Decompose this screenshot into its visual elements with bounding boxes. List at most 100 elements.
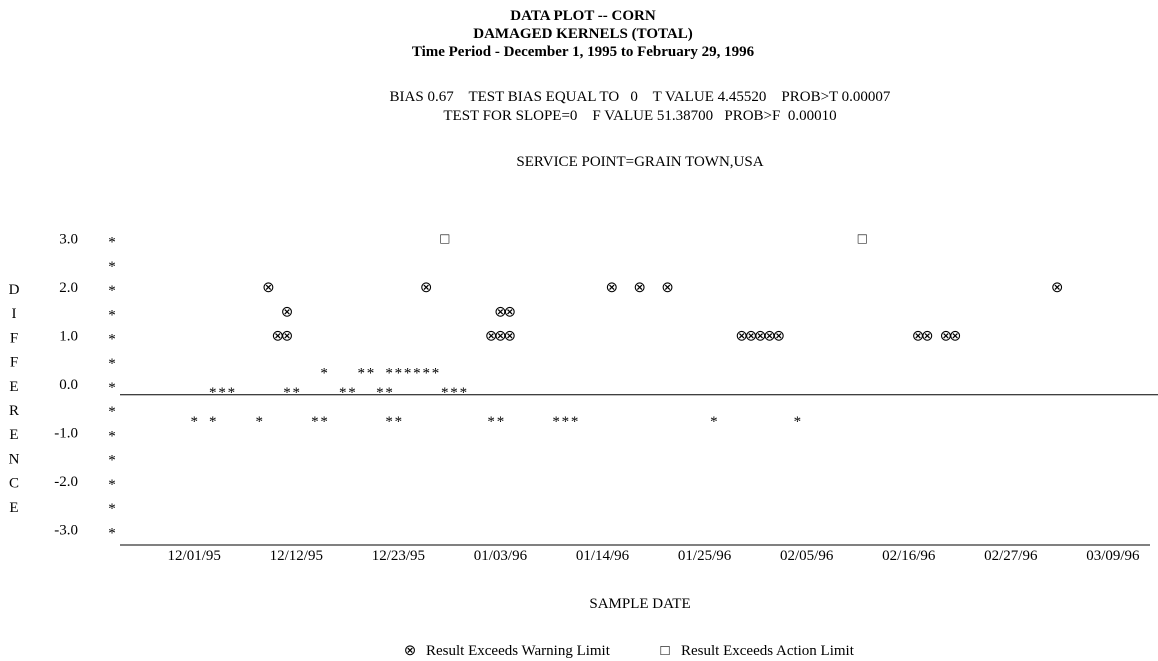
chart-subtitle: BIAS 0.67 TEST BIAS EQUAL TO 0 T VALUE 4… <box>390 89 891 105</box>
point: * <box>562 414 570 430</box>
point: * <box>367 365 375 381</box>
point: ⊗ <box>503 329 516 345</box>
point: ⊗ <box>485 329 498 345</box>
y-axis-label: F <box>10 355 18 371</box>
x-axis-label: SAMPLE DATE <box>589 596 690 612</box>
x-tick-label: 01/03/96 <box>474 548 528 564</box>
y-tick-mark: * <box>108 380 116 396</box>
x-tick-label: 12/12/95 <box>270 548 323 564</box>
y-minor-tick-mark: * <box>108 501 116 517</box>
y-tick-label: 3.0 <box>59 232 78 248</box>
point: * <box>311 414 319 430</box>
point: □ <box>858 232 867 248</box>
point: ⊗ <box>281 304 294 320</box>
point: ⊗ <box>606 280 619 296</box>
point: ⊗ <box>763 329 776 345</box>
chart-subtitle: SERVICE POINT=GRAIN TOWN,USA <box>516 154 763 170</box>
point: * <box>710 414 718 430</box>
legend-marker: □ <box>660 643 669 659</box>
point: * <box>358 365 366 381</box>
y-tick-mark: * <box>108 235 116 251</box>
legend-label: Result Exceeds Action Limit <box>681 643 855 659</box>
y-minor-tick-mark: * <box>108 404 116 420</box>
point: * <box>209 414 217 430</box>
point: * <box>794 414 802 430</box>
point: * <box>339 385 347 401</box>
y-tick-label: -2.0 <box>54 474 78 490</box>
point: * <box>432 365 440 381</box>
y-axis-label: F <box>10 330 18 346</box>
y-tick-mark: * <box>108 428 116 444</box>
y-axis-label: R <box>9 403 19 419</box>
y-axis-label: E <box>9 500 18 516</box>
point: ⊗ <box>921 329 934 345</box>
chart-subtitle: TEST FOR SLOPE=0 F VALUE 51.38700 PROB>F… <box>443 108 836 124</box>
point: ⊗ <box>754 329 767 345</box>
point: ⊗ <box>503 304 516 320</box>
x-tick-label: 12/01/95 <box>168 548 221 564</box>
y-axis-label: C <box>9 476 19 492</box>
y-minor-tick-mark: * <box>108 356 116 372</box>
point: ⊗ <box>633 280 646 296</box>
point: ⊗ <box>949 329 962 345</box>
point: * <box>320 365 328 381</box>
point: ⊗ <box>661 280 674 296</box>
point: * <box>283 385 291 401</box>
y-tick-label: -1.0 <box>54 425 78 441</box>
point: * <box>460 385 468 401</box>
y-tick-label: 1.0 <box>59 329 78 345</box>
y-tick-label: 0.0 <box>59 377 78 393</box>
y-minor-tick-mark: * <box>108 259 116 275</box>
x-tick-label: 01/14/96 <box>576 548 630 564</box>
point: * <box>385 365 393 381</box>
point: □ <box>440 232 449 248</box>
point: ⊗ <box>940 329 953 345</box>
y-axis-label: D <box>9 282 20 298</box>
chart-title: DAMAGED KERNELS (TOTAL) <box>473 26 692 42</box>
point: ⊗ <box>735 329 748 345</box>
y-minor-tick-mark: * <box>108 453 116 469</box>
y-tick-mark: * <box>108 283 116 299</box>
legend-marker: ⊗ <box>404 643 417 659</box>
point: * <box>293 385 301 401</box>
x-tick-label: 02/27/96 <box>984 548 1038 564</box>
point: * <box>209 385 217 401</box>
point: * <box>385 414 393 430</box>
point: ⊗ <box>271 329 284 345</box>
point: ⊗ <box>745 329 758 345</box>
point: ⊗ <box>912 329 925 345</box>
point: * <box>450 385 458 401</box>
legend-label: Result Exceeds Warning Limit <box>426 643 611 659</box>
point: ⊗ <box>494 329 507 345</box>
y-axis-label: E <box>9 379 18 395</box>
y-tick-label: 2.0 <box>59 280 78 296</box>
y-tick-mark: * <box>108 525 116 541</box>
point: ⊗ <box>773 329 786 345</box>
point: * <box>552 414 560 430</box>
point: * <box>441 385 449 401</box>
point: ⊗ <box>420 280 433 296</box>
point: ⊗ <box>262 280 275 296</box>
point: * <box>228 385 236 401</box>
point: * <box>376 385 384 401</box>
chart-title: Time Period - December 1, 1995 to Februa… <box>412 44 755 60</box>
point: * <box>218 385 226 401</box>
point: ⊗ <box>1051 280 1064 296</box>
y-tick-mark: * <box>108 332 116 348</box>
y-axis-label: N <box>9 451 20 467</box>
point: * <box>497 414 505 430</box>
point: * <box>487 414 495 430</box>
point: * <box>385 385 393 401</box>
point: ⊗ <box>494 304 507 320</box>
y-tick-mark: * <box>108 477 116 493</box>
point: * <box>395 365 403 381</box>
x-tick-label: 12/23/95 <box>372 548 425 564</box>
point: * <box>395 414 403 430</box>
x-tick-label: 02/05/96 <box>780 548 834 564</box>
point: * <box>422 365 430 381</box>
y-axis-label: I <box>12 306 17 322</box>
point: * <box>190 414 198 430</box>
point: * <box>404 365 412 381</box>
y-tick-label: -3.0 <box>54 522 78 538</box>
